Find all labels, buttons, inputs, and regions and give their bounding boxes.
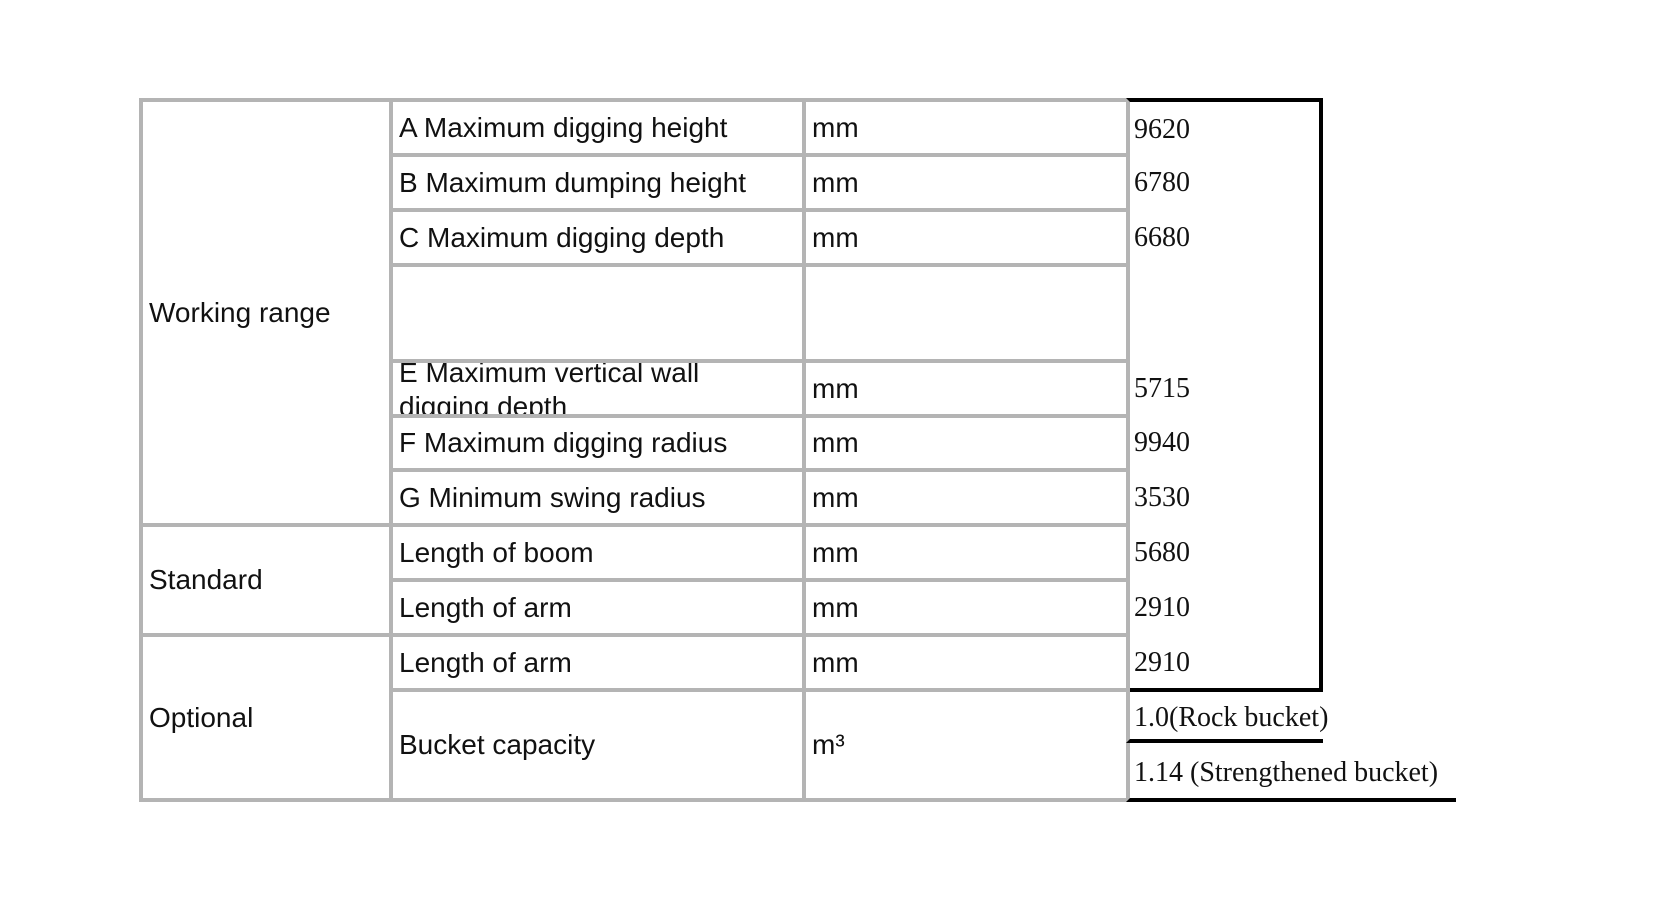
- item-label: E Maximum vertical wall digging depth: [399, 359, 700, 418]
- unit-cell: mm: [802, 359, 1130, 418]
- item-cell: G Minimum swing radius: [389, 468, 806, 527]
- unit-cell: mm: [802, 523, 1130, 582]
- item-cell: E Maximum vertical wall digging depth: [389, 359, 806, 418]
- value-cell: 6680: [1126, 208, 1323, 267]
- item-cell: Length of arm: [389, 633, 806, 692]
- unit-cell: mm: [802, 468, 1130, 527]
- unit-cell: mm: [802, 98, 1130, 157]
- value-cell: 6780: [1126, 153, 1323, 212]
- group-label-cell: Optional: [139, 633, 393, 802]
- unit-cell: mm: [802, 578, 1130, 637]
- value-cell: 5680: [1126, 523, 1323, 582]
- value-cell: [1126, 263, 1323, 363]
- unit-cell: mm: [802, 208, 1130, 267]
- item-cell: C Maximum digging depth: [389, 208, 806, 267]
- unit-cell: m³: [802, 688, 1130, 802]
- unit-cell: [802, 263, 1130, 363]
- value-cell: 5715: [1126, 359, 1323, 418]
- value-cell: 1.14 (Strengthened bucket): [1126, 743, 1456, 802]
- unit-cell: mm: [802, 633, 1130, 692]
- unit-cell: mm: [802, 414, 1130, 472]
- item-cell: A Maximum digging height: [389, 98, 806, 157]
- value-cell: 1.0(Rock bucket): [1126, 692, 1328, 743]
- item-cell: [389, 263, 806, 363]
- group-label-cell: Standard: [139, 523, 393, 637]
- item-cell: Bucket capacity: [389, 688, 806, 802]
- item-cell: Length of arm: [389, 578, 806, 637]
- item-cell: Length of boom: [389, 523, 806, 582]
- item-cell: B Maximum dumping height: [389, 153, 806, 212]
- group-label-cell: Working range: [139, 98, 393, 527]
- value-cell: 2910: [1126, 578, 1323, 637]
- value-cell: 9620: [1126, 98, 1323, 157]
- value-cell: 2910: [1126, 633, 1323, 692]
- value-cell: 9940: [1126, 414, 1323, 472]
- item-cell: F Maximum digging radius: [389, 414, 806, 472]
- value-cell: 3530: [1126, 468, 1323, 527]
- unit-cell: mm: [802, 153, 1130, 212]
